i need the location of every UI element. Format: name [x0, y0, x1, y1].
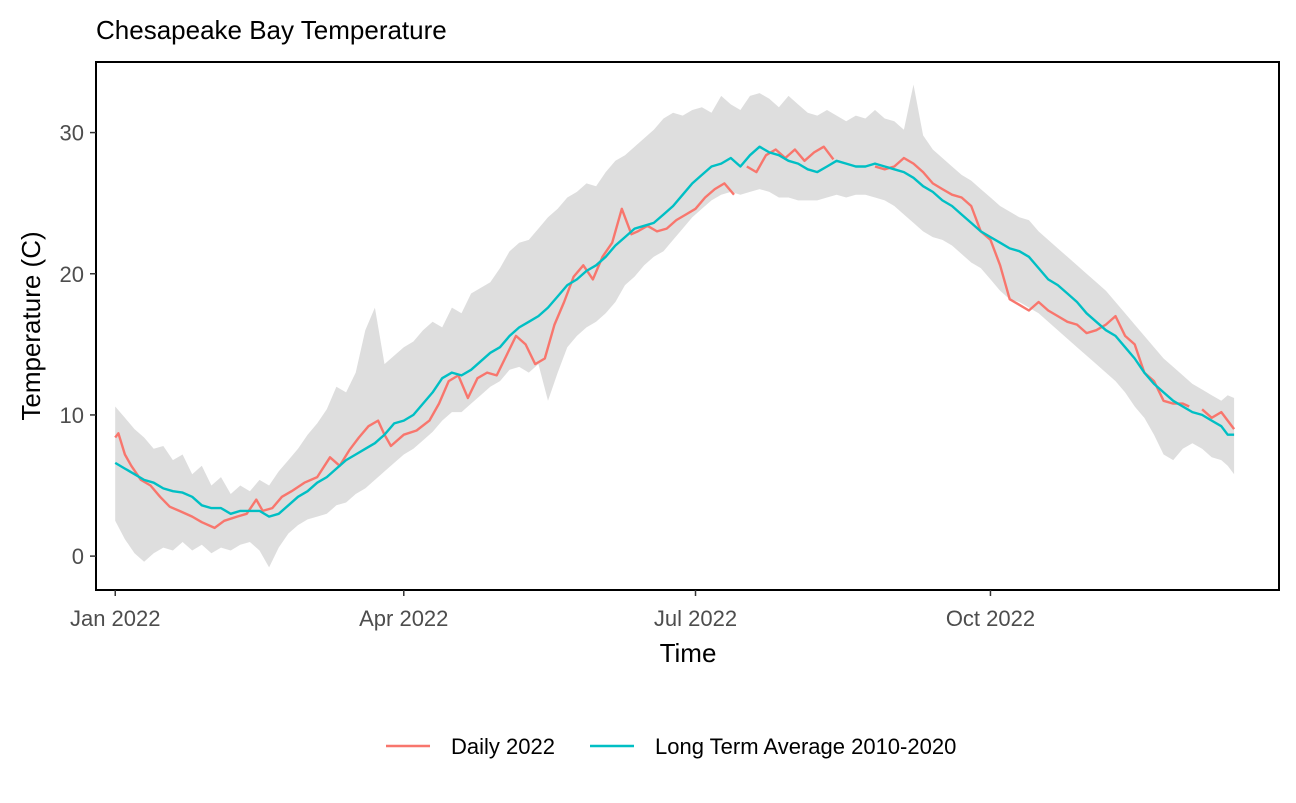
series-line-2	[114, 145, 1235, 518]
y-tick-label: 0	[72, 544, 84, 569]
series-line-1	[114, 145, 1236, 530]
range-ribbon	[115, 84, 1235, 568]
x-tick-label: Oct 2022	[946, 606, 1035, 631]
x-tick-label: Apr 2022	[359, 606, 448, 631]
x-tick-label: Jan 2022	[70, 606, 161, 631]
legend: Daily 2022 Long Term Average 2010-2020	[386, 734, 956, 759]
x-axis-title: Time	[660, 638, 717, 668]
y-tick-label: 30	[60, 121, 84, 146]
y-axis: 0 10 20 30	[60, 121, 96, 569]
y-tick-label: 10	[60, 403, 84, 428]
y-tick-label: 20	[60, 262, 84, 287]
x-tick-label: Jul 2022	[654, 606, 737, 631]
chart-title: Chesapeake Bay Temperature	[96, 15, 447, 45]
plot-border	[95, 61, 1280, 591]
y-axis-title: Temperature (C)	[16, 231, 46, 420]
legend-label-2: Long Term Average 2010-2020	[655, 734, 956, 759]
x-axis: Jan 2022 Apr 2022 Jul 2022 Oct 2022	[70, 590, 1035, 631]
plot-area	[114, 84, 1236, 568]
legend-label-1: Daily 2022	[451, 734, 555, 759]
